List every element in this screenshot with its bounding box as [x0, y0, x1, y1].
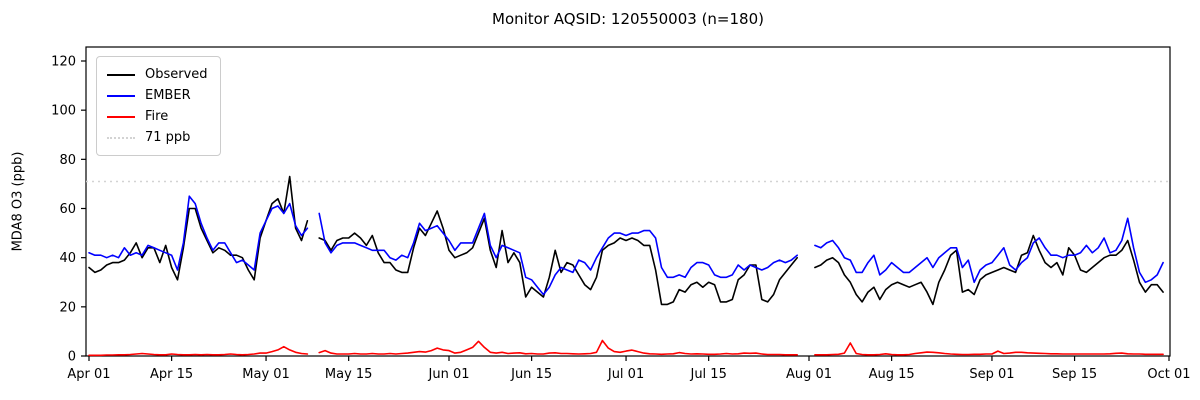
x-tick-label: Jul 01 — [607, 367, 644, 382]
y-axis-label: MDA8 O3 (ppb) — [10, 151, 26, 252]
fire-line-sample — [107, 115, 135, 118]
series-line-ember — [88, 195, 1164, 296]
threshold-line-sample — [107, 136, 135, 139]
observed-line-sample — [107, 73, 135, 76]
legend-item-ember: EMBER — [107, 85, 208, 106]
x-tick-label: Aug 01 — [786, 367, 832, 382]
x-tick-label: Jul 15 — [689, 367, 726, 382]
x-tick-label: Apr 15 — [150, 367, 193, 382]
legend-item-fire: Fire — [107, 106, 208, 127]
y-tick-label: 120 — [51, 55, 76, 70]
y-tick-label: 100 — [51, 104, 76, 119]
plot-border — [85, 46, 1171, 357]
y-tick-label: 40 — [59, 251, 76, 266]
series-line-observed — [88, 175, 1164, 306]
ember-line-sample — [107, 94, 135, 97]
y-tick-label: 60 — [59, 202, 76, 217]
x-tick-label: Jun 15 — [510, 367, 552, 382]
x-tick-label: Jun 01 — [428, 367, 470, 382]
legend-item-threshold: 71 ppb — [107, 127, 208, 148]
legend-label: EMBER — [145, 88, 191, 103]
legend-item-observed: Observed — [107, 64, 208, 85]
legend-label: Observed — [145, 67, 208, 82]
y-tick-label: 0 — [68, 350, 76, 365]
y-tick-label: 20 — [59, 300, 76, 315]
x-tick-label: Aug 15 — [869, 367, 915, 382]
x-tick-label: Sep 01 — [969, 367, 1014, 382]
legend: Observed EMBER Fire 71 ppb — [96, 56, 221, 156]
x-tick-label: Oct 01 — [1147, 367, 1190, 382]
x-tick-label: May 01 — [242, 367, 290, 382]
x-tick-label: Apr 01 — [67, 367, 110, 382]
chart-title: Monitor AQSID: 120550003 (n=180) — [492, 10, 764, 28]
y-tick-label: 80 — [59, 153, 76, 168]
legend-label: Fire — [145, 109, 169, 124]
series-line-fire — [88, 339, 1164, 357]
x-tick-label: Sep 15 — [1052, 367, 1097, 382]
x-tick-label: May 15 — [325, 367, 373, 382]
legend-label: 71 ppb — [145, 130, 191, 145]
